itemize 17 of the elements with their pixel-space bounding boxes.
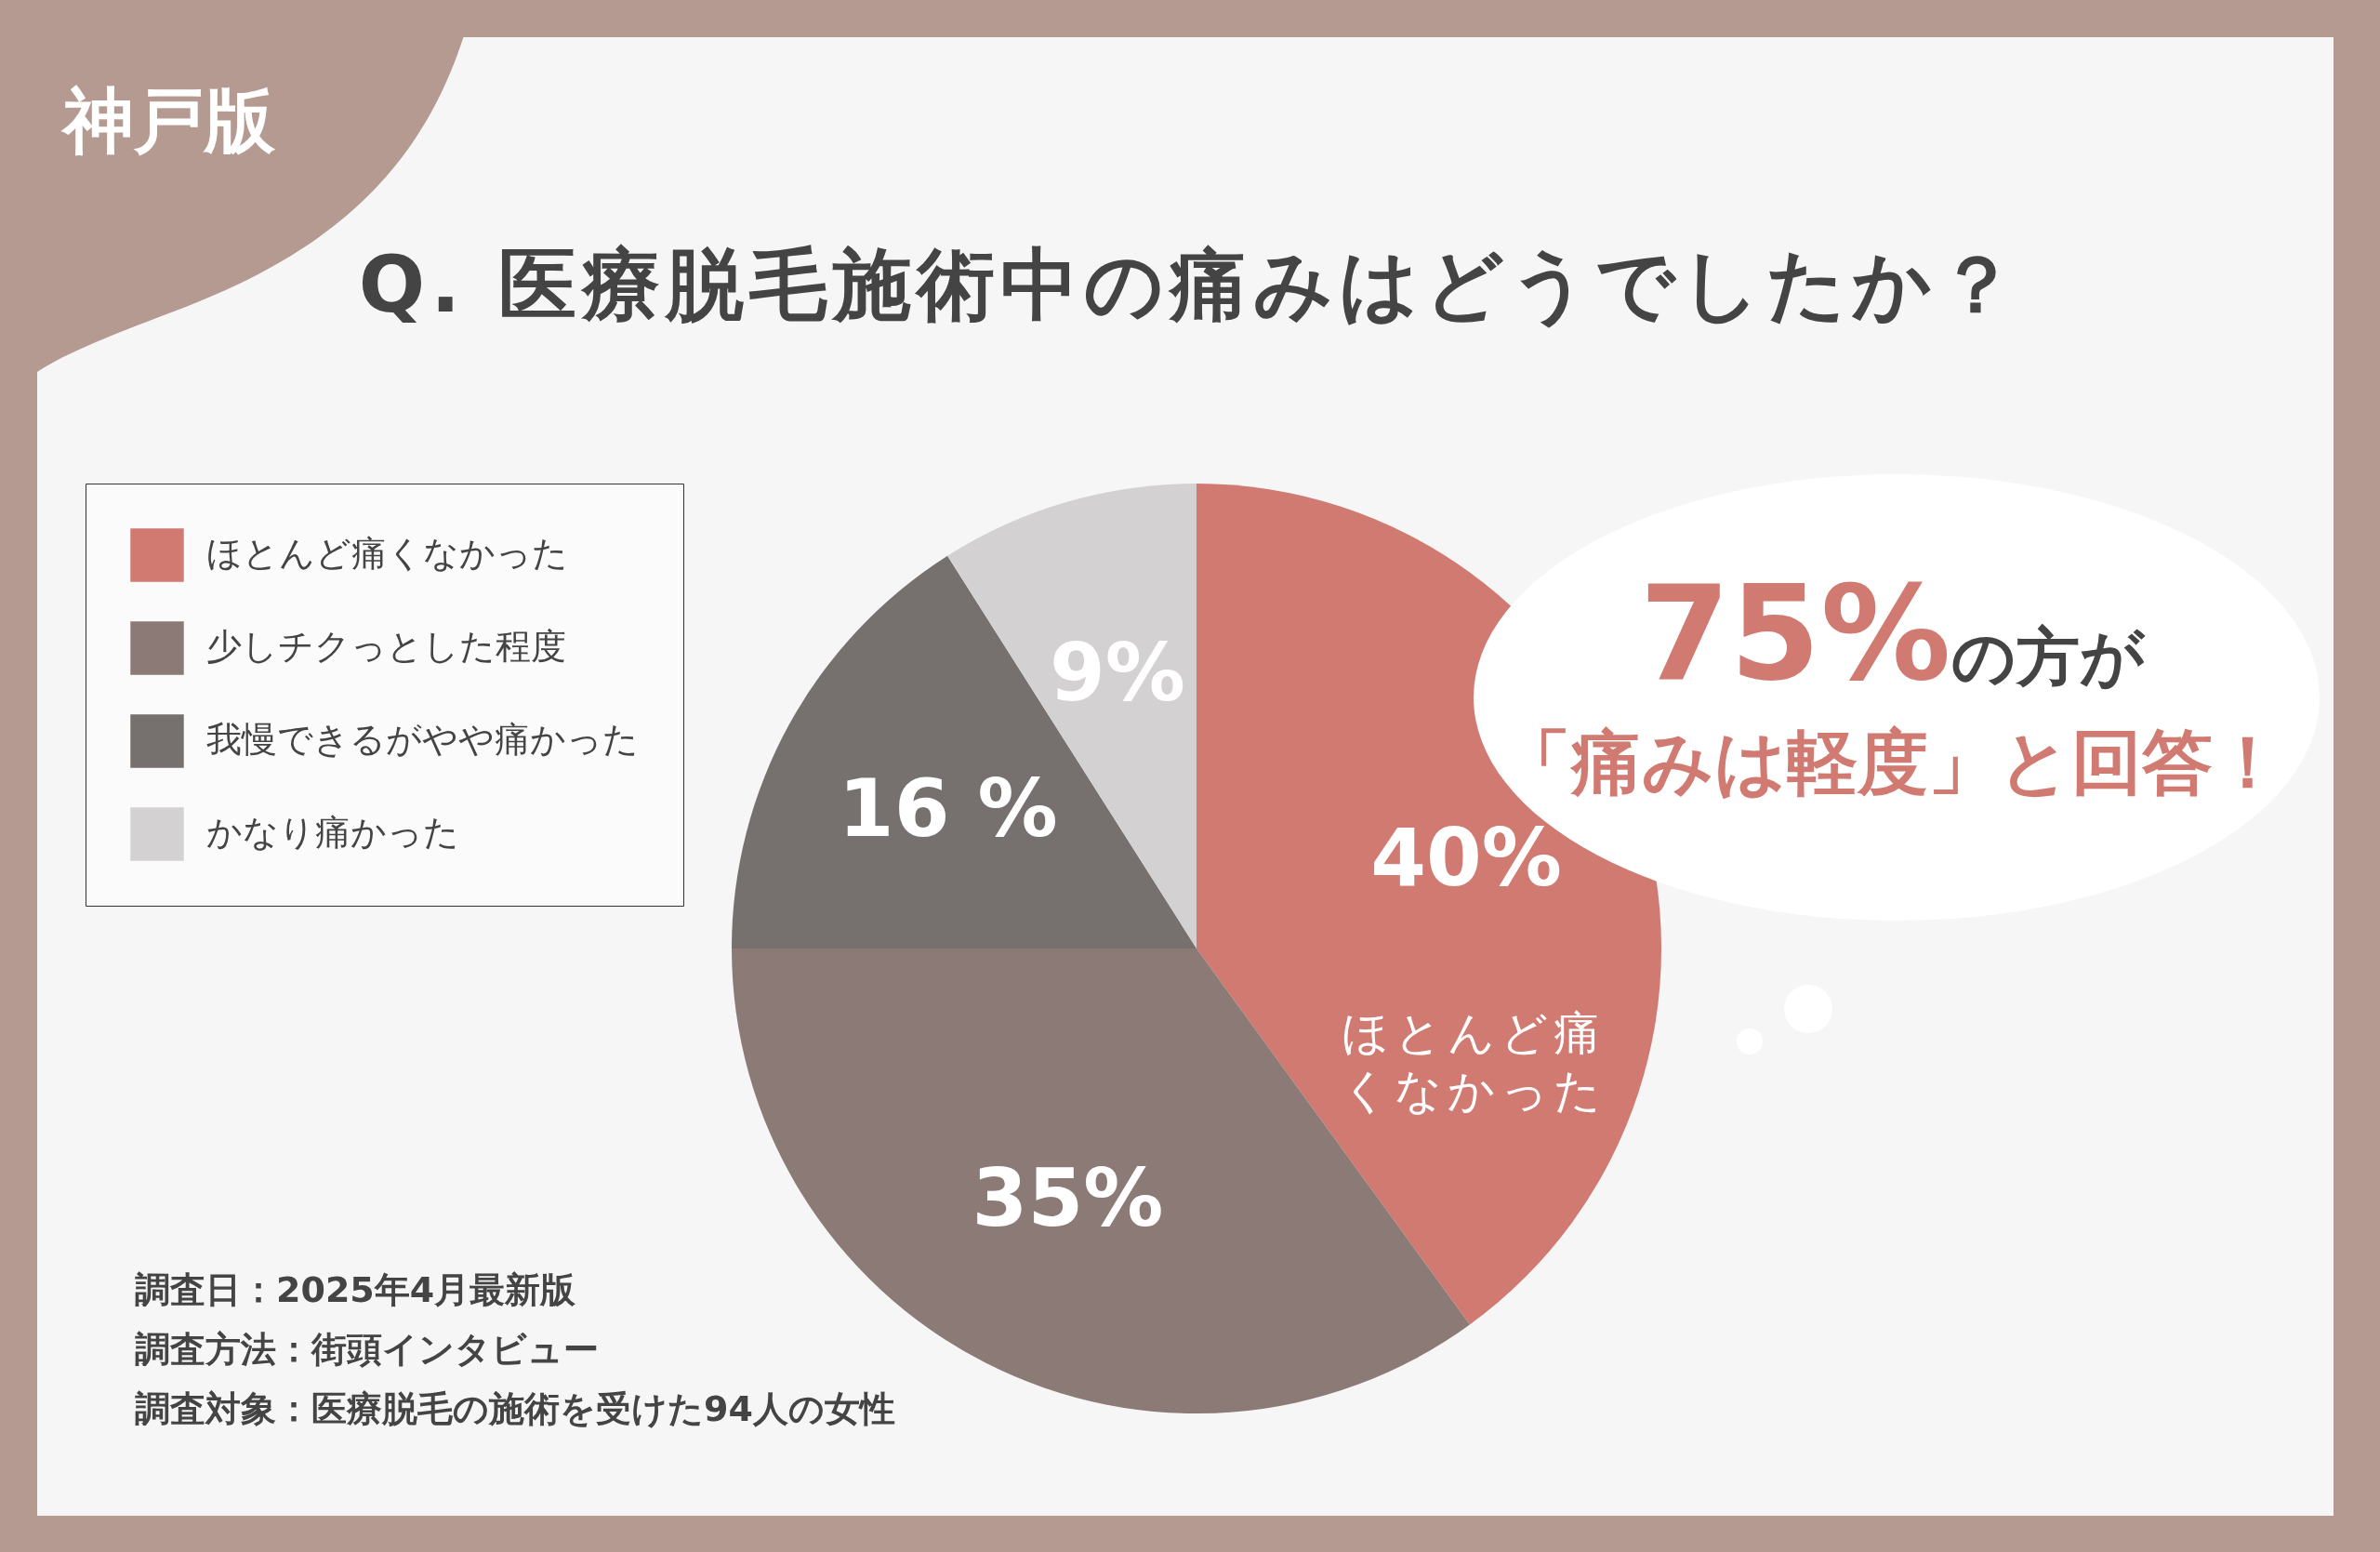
text: 調査日：2025年4月最新版 [135, 1268, 577, 1312]
text: 「痛みは軽度」と回答！ [1500, 720, 2284, 805]
text: 75%の方が [1638, 558, 2147, 710]
legend-label: ほとんど痛くなかった [206, 533, 568, 574]
data-label: 40% [1370, 810, 1562, 904]
chart-title: Q. 医療脱毛施術中の痛みはどうでしたか？ [357, 238, 2023, 332]
legend-label: 我慢できるがやや痛かった [206, 719, 639, 760]
legend-label: かなり痛かった [206, 812, 459, 853]
pie-slice [732, 555, 1197, 948]
text: 調査方法：街頭インタビュー [135, 1328, 600, 1372]
text: ほとんど痛くなかった [1340, 1005, 1607, 1120]
legend-label: 少しチクっとした程度 [206, 626, 566, 667]
data-label: 35% [972, 1150, 1164, 1244]
text: 調査対象：医療脱毛の施術を受けた94人の女性 [135, 1387, 895, 1431]
pie-slice [947, 484, 1197, 948]
data-label: 16 % [838, 762, 1058, 856]
text: 神戸版 [63, 78, 275, 164]
